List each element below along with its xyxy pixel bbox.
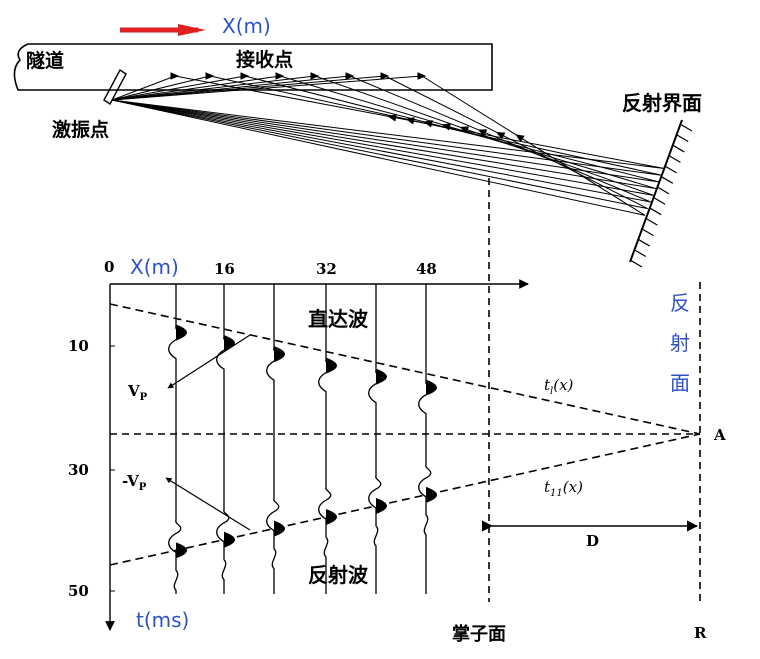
reflector-hatch-mark [660,175,674,184]
origin-label: 0 [104,258,114,276]
ray-arrowhead [515,134,525,143]
direct-ray [111,75,246,101]
ray-path [111,75,663,176]
reflector-hatch-mark [633,249,647,258]
receiver-arrowhead [170,72,180,80]
ray-arrowhead [495,131,506,140]
ray-path [111,75,651,203]
reflected-wave-peak [176,542,187,559]
ray-arrowhead [423,120,433,128]
reflector-hatch-mark [629,259,643,268]
neg-vp-label: -VP [122,472,147,493]
x-tick-48: 48 [416,260,437,278]
reflected-wave-peak [376,497,387,514]
reflector-plane [629,119,683,263]
source-shape [103,68,127,106]
reflector-label: 反射界面 [622,91,702,115]
tunnel-label: 隧道 [26,49,64,72]
ray-path [111,75,649,210]
seismic-trace [266,284,280,594]
direct-ray [111,75,176,101]
tunnel-outline [13,43,493,91]
reflected-wave-line [109,433,701,566]
neg-vp-arrow [165,477,251,531]
reflector-hatch-mark [641,228,654,237]
ray-path [111,75,654,196]
top-diagram: X(m) 隧道 接收点 激振点 反射界面 [13,14,702,268]
distance-label: D [586,532,599,550]
reflector-hatch-mark [652,196,666,205]
ray-arrowhead [459,126,470,134]
reflected-wave-peak [274,520,285,537]
ray-paths [111,72,666,216]
vp-label: VP [127,382,148,403]
receiver-label: 接收点 [236,48,293,71]
reflected-wave-label: 反射波 [308,563,369,587]
ray-path [111,75,657,190]
t11-label: t11(x) [544,478,583,499]
direct-wave-line [109,303,701,435]
t1-label: tl(x) [544,376,574,397]
x-tick-16: 16 [214,260,235,278]
red-arrow-head [178,24,206,36]
reflector-hatch-mark [664,165,677,174]
y-tick-30: 30 [68,461,89,479]
reflector-hatch-mark [648,207,662,216]
ray-path [111,75,666,170]
reflector-hatch-mark [679,123,693,132]
reflector-hatch-mark [668,154,681,163]
reflector-vertical-char-2: 射 [670,331,690,355]
direct-ray [111,75,281,101]
source-label: 激振点 [52,118,109,141]
direct-ray [111,75,211,101]
receiver-arrowhead [345,72,355,80]
direct-ray [111,75,423,101]
direct-wave-peak [176,324,187,341]
reflector-hatch-mark [645,217,658,226]
direct-wave-label: 直达波 [308,307,369,331]
y-axis-label: t(ms) [136,608,189,632]
y-tick-50: 50 [68,582,89,600]
point-a-label: A [713,426,726,444]
ray-path [111,75,646,216]
reflector-hatch-mark [672,144,685,153]
reflector-hatch-mark [656,186,670,195]
r-label: R [694,624,707,642]
direct-wave-peak [376,368,387,385]
top-x-axis-label: X(m) [222,14,271,38]
bottom-x-axis-label: X(m) [130,255,179,279]
receiver-arrowhead [240,72,250,80]
direct-wave-peak [274,346,285,363]
receiver-arrowhead [275,72,285,80]
ray-path [111,75,660,183]
ray-arrowhead [477,129,488,137]
direct-ray [111,75,351,101]
reflector-vertical-char-3: 面 [670,371,690,395]
seismic-trace [418,284,432,594]
direct-ray [111,75,316,101]
bottom-diagram: 0 X(m) 16 32 48 10 30 50 t(ms) 直达波 反射波 V… [68,178,726,645]
reflected-wave-peak [426,486,437,503]
reflector-vertical-char-1: 反 [670,291,690,315]
seismic-trace [368,284,382,594]
ray-arrowhead [441,123,451,131]
reflector-hatch-mark [675,133,689,142]
reflected-wave-peak [224,531,235,548]
reflector-hatching [629,123,693,268]
direct-wave-peak [426,379,437,396]
receiver-arrowhead [380,72,390,80]
receiver-arrowhead [205,72,215,80]
reflected-wave-peak [326,509,337,526]
receiver-arrowhead [417,72,427,80]
tunnel-face-label: 掌子面 [452,623,506,645]
x-tick-32: 32 [316,260,337,278]
vp-arrow [167,334,251,389]
receiver-arrowhead [310,72,320,80]
reflector-hatch-mark [637,238,650,247]
seismic-traces [168,284,437,594]
y-tick-10: 10 [68,337,89,355]
direct-wave-peak [326,357,337,374]
